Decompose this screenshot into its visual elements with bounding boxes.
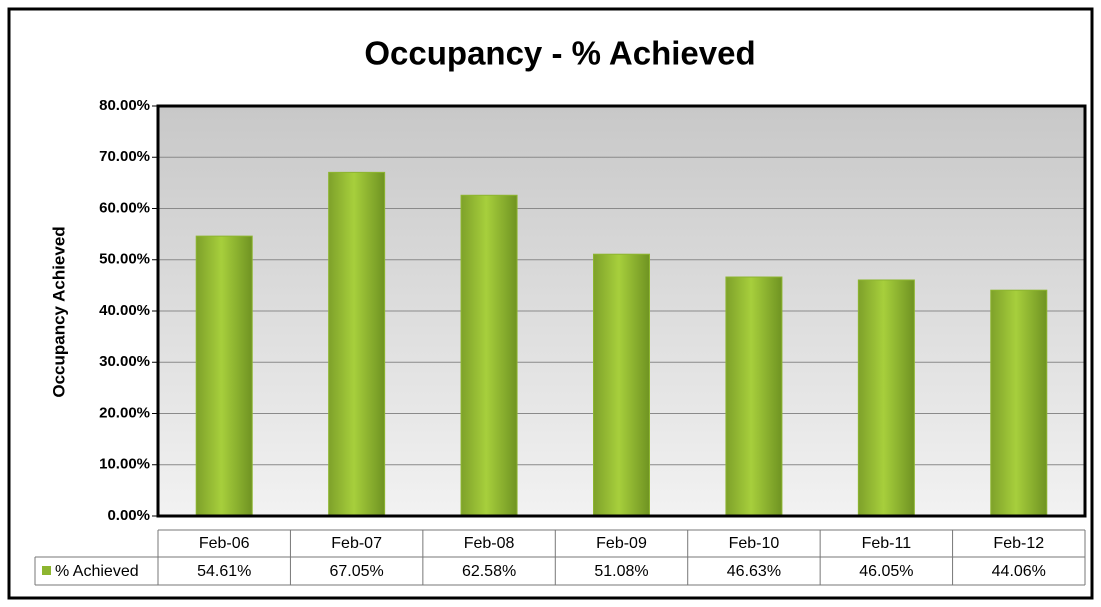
data-table-value: 44.06% — [992, 563, 1046, 580]
y-tick-label: 0.00% — [107, 507, 150, 524]
y-tick-label: 70.00% — [99, 148, 150, 165]
y-tick-label: 10.00% — [99, 456, 150, 473]
plot-border — [156, 104, 1087, 518]
y-tick-label: 30.00% — [99, 353, 150, 370]
bar — [593, 253, 650, 517]
y-tick-label: 50.00% — [99, 251, 150, 268]
x-tick-label: Feb-06 — [199, 535, 250, 552]
legend-label: % Achieved — [55, 563, 139, 580]
legend-swatch — [42, 566, 51, 575]
chart-title: Occupancy - % Achieved — [364, 35, 755, 72]
data-table-value: 54.61% — [197, 563, 251, 580]
y-tick-label: 80.00% — [99, 97, 150, 114]
bar — [460, 194, 518, 517]
bar — [195, 235, 253, 517]
x-tick-label: Feb-11 — [862, 535, 912, 552]
y-axis-label: Occupancy Achieved — [49, 226, 68, 397]
y-tick-label: 60.00% — [99, 199, 150, 216]
x-tick-label: Feb-08 — [464, 535, 515, 552]
data-table-value: 62.58% — [462, 563, 516, 580]
data-table-value: 51.08% — [594, 563, 648, 580]
y-tick-label: 20.00% — [99, 404, 150, 421]
bar — [725, 276, 783, 517]
bar — [990, 289, 1048, 517]
x-tick-label: Feb-10 — [729, 535, 780, 552]
x-tick-label: Feb-12 — [993, 535, 1044, 552]
data-table-value: 46.05% — [859, 563, 913, 580]
y-tick-label: 40.00% — [99, 302, 150, 319]
bar — [857, 279, 915, 517]
bar — [328, 171, 386, 517]
x-tick-label: Feb-07 — [331, 535, 382, 552]
data-table-value: 46.63% — [727, 563, 781, 580]
data-table-value: 67.05% — [330, 563, 384, 580]
x-tick-label: Feb-09 — [596, 535, 647, 552]
